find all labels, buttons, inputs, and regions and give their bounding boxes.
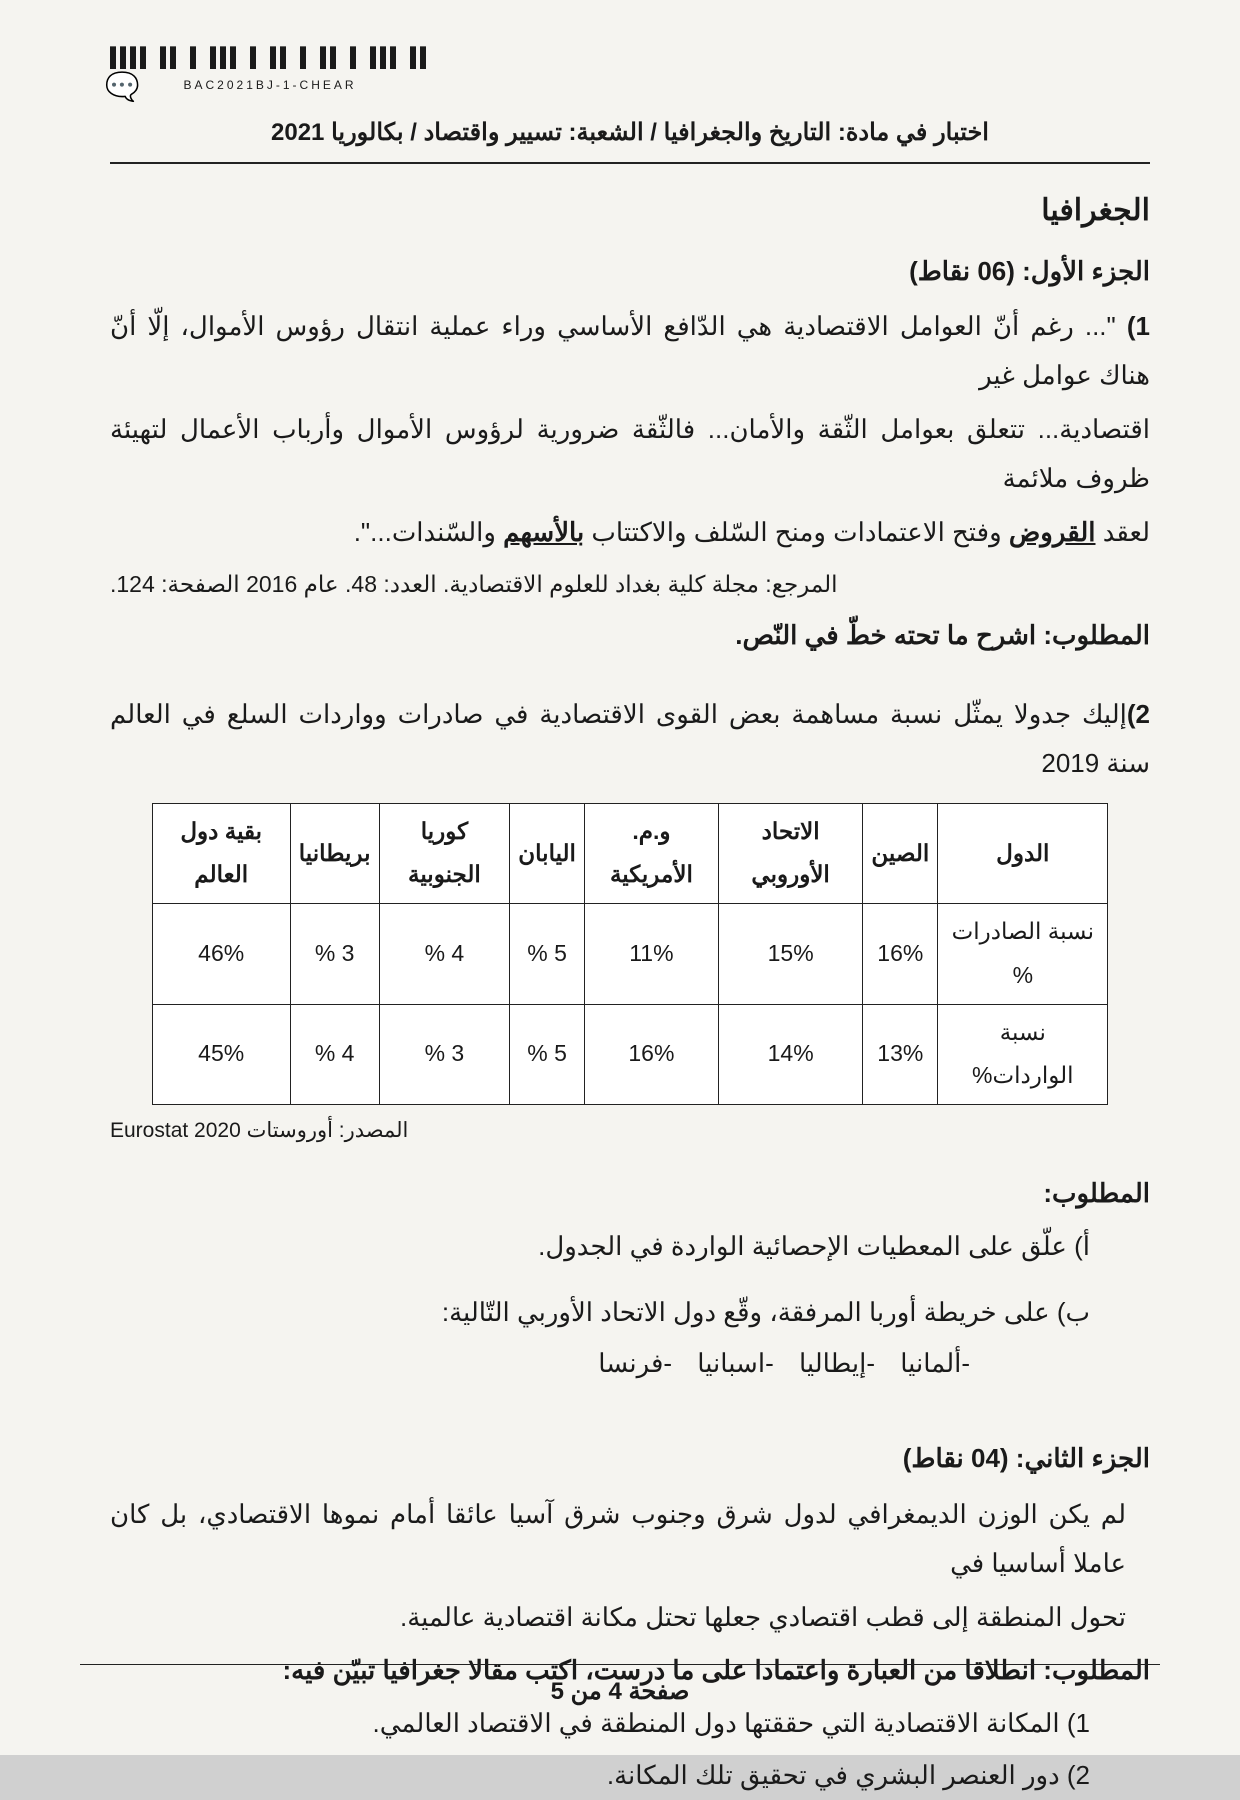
r2-c3: 16% xyxy=(584,1004,718,1104)
q1-line1: 1) "... رغم أنّ العوامل الاقتصادية هي ال… xyxy=(110,302,1150,401)
r1-c7: 46% xyxy=(152,904,290,1004)
barcode-bars: ▌▌▌▌ ▌▌ ▌ ▌▌▌ ▌ ▌▌ ▌ ▌▌ ▌ ▌▌▌ ▌▌ xyxy=(110,40,430,78)
r2-label: نسبة الواردات% xyxy=(938,1004,1108,1104)
p2-para2: تحول المنطقة إلى قطب اقتصادي جعلها تحتل … xyxy=(110,1593,1150,1642)
exam-header: اختبار في مادة: التاريخ والجغرافيا / الش… xyxy=(110,110,1150,164)
r1-c6: 3 % xyxy=(290,904,379,1004)
th-china: الصين xyxy=(863,803,938,903)
comment-icon: 💬 xyxy=(105,60,140,113)
q1-reference: المرجع: مجلة كلية بغداد للعلوم الاقتصادي… xyxy=(110,563,1150,607)
r2-c1: 13% xyxy=(863,1004,938,1104)
th-skorea: كوريا الجنوبية xyxy=(379,803,510,903)
r1-c3: 11% xyxy=(584,904,718,1004)
th-country: الدول xyxy=(938,803,1108,903)
spacer xyxy=(110,1390,1150,1426)
barcode-block: ▌▌▌▌ ▌▌ ▌ ▌▌▌ ▌ ▌▌ ▌ ▌▌ ▌ ▌▌▌ ▌▌ BAC2021… xyxy=(110,40,430,97)
q1-line2: اقتصادية... تتعلق بعوامل الثّقة والأمان.… xyxy=(110,405,1150,504)
q2-task-b: ب) على خريطة أوربا المرفقة، وقّع دول الا… xyxy=(110,1288,1090,1337)
source-en: Eurostat 2020 xyxy=(110,1119,241,1142)
source-ar: المصدر: أوروستات xyxy=(241,1119,409,1142)
q2-intro: إليك جدولا يمثّل نسبة مساهمة بعض القوى ا… xyxy=(110,699,1150,778)
page-footer: صفحة 4 من 5 xyxy=(0,1669,1240,1715)
table-row-exports: نسبة الصادرات % 16% 15% 11% 5 % 4 % 3 % … xyxy=(152,904,1108,1004)
q2-lead: 2) xyxy=(1127,699,1150,729)
q1-t3a: لعقد xyxy=(1096,517,1151,547)
th-uk: بريطانيا xyxy=(290,803,379,903)
q2-intro-line: 2)إليك جدولا يمثّل نسبة مساهمة بعض القوى… xyxy=(110,690,1150,789)
r2-c4: 5 % xyxy=(510,1004,585,1104)
r1-label: نسبة الصادرات % xyxy=(938,904,1108,1004)
r1-c1: 16% xyxy=(863,904,938,1004)
p2-i2: 2) دور العنصر البشري في تحقيق تلك المكان… xyxy=(110,1751,1090,1800)
r2-c7: 45% xyxy=(152,1004,290,1104)
r2-c6: 4 % xyxy=(290,1004,379,1104)
trade-table: الدول الصين الاتحاد الأوروبي و.م. الأمري… xyxy=(152,803,1109,1105)
spacer xyxy=(110,664,1150,686)
q1-u1: القروض xyxy=(1009,517,1096,547)
footer-rule xyxy=(80,1664,1160,1665)
r2-c5: 3 % xyxy=(379,1004,510,1104)
q2-tasks: أ) علّق على المعطيات الإحصائية الواردة ف… xyxy=(110,1222,1150,1388)
table-source: المصدر: أوروستات Eurostat 2020 xyxy=(110,1111,1060,1151)
q1-t3b: وفتح الاعتمادات ومنح السّلف والاكتتاب xyxy=(584,517,1009,547)
q1-t3c: والسّندات...". xyxy=(354,517,503,547)
r2-c2: 14% xyxy=(718,1004,863,1104)
r1-c2: 15% xyxy=(718,904,863,1004)
table-header-row: الدول الصين الاتحاد الأوروبي و.م. الأمري… xyxy=(152,803,1108,903)
part1-title: الجزء الأول: (06 نقاط) xyxy=(110,247,1150,296)
th-eu: الاتحاد الأوروبي xyxy=(718,803,863,903)
q1-text1: "... رغم أنّ العوامل الاقتصادية هي الدّا… xyxy=(110,311,1150,390)
spacer xyxy=(110,1274,1090,1286)
th-japan: اليابان xyxy=(510,803,585,903)
q1-u2: بالأسهم xyxy=(503,517,584,547)
r1-c4: 5 % xyxy=(510,904,585,1004)
q2-task-a: أ) علّق على المعطيات الإحصائية الواردة ف… xyxy=(110,1222,1090,1271)
q1-lead: 1) xyxy=(1127,311,1150,341)
r1-c5: 4 % xyxy=(379,904,510,1004)
table-row-imports: نسبة الواردات% 13% 14% 16% 5 % 3 % 4 % 4… xyxy=(152,1004,1108,1104)
th-usa: و.م. الأمريكية xyxy=(584,803,718,903)
p2-para1: لم يكن الوزن الديمغرافي لدول شرق وجنوب ش… xyxy=(110,1490,1150,1589)
part2-title: الجزء الثاني: (04 نقاط) xyxy=(110,1434,1150,1483)
q2-task-label: المطلوب: xyxy=(110,1169,1150,1218)
q1-line3: لعقد القروض وفتح الاعتمادات ومنح السّلف … xyxy=(110,508,1150,557)
exam-page: ▌▌▌▌ ▌▌ ▌ ▌▌▌ ▌ ▌▌ ▌ ▌▌ ▌ ▌▌▌ ▌▌ BAC2021… xyxy=(0,0,1240,1755)
geography-title: الجغرافيا xyxy=(110,182,1150,239)
th-rest: بقية دول العالم xyxy=(152,803,290,903)
q2-countries: -ألمانيا -إيطاليا -اسبانيا -فرنسا xyxy=(110,1339,1090,1388)
q1-task: المطلوب: اشرح ما تحته خطّ في النّص. xyxy=(110,611,1150,660)
